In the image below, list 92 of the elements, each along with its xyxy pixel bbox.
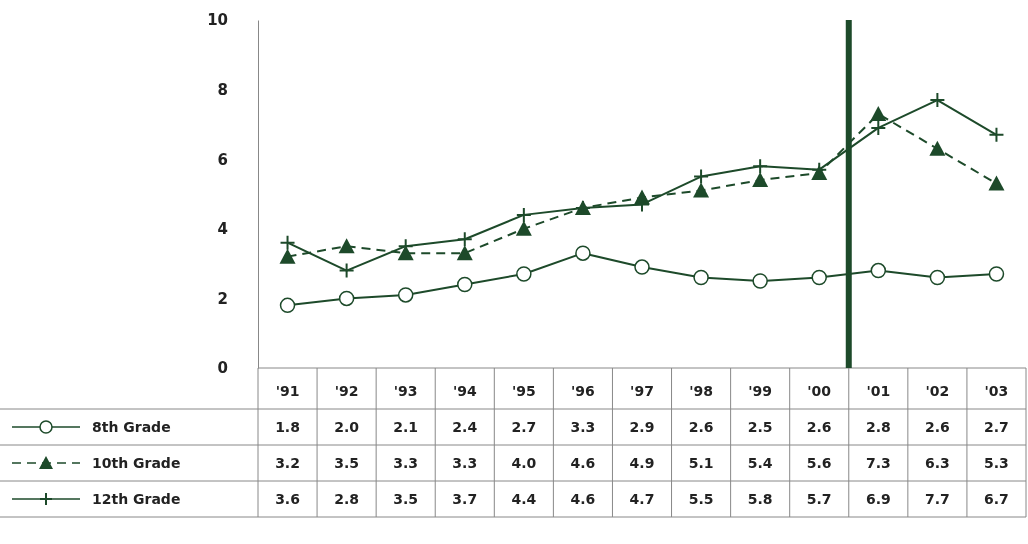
point xyxy=(338,238,355,254)
x-tick-label: '94 xyxy=(452,383,477,399)
data-label: 3.3 xyxy=(393,455,419,471)
point xyxy=(279,248,296,264)
point xyxy=(752,172,769,188)
point xyxy=(515,220,532,236)
data-label: 2.8 xyxy=(334,491,360,507)
data-label: 2.6 xyxy=(688,419,714,435)
data-label: 2.9 xyxy=(629,419,655,435)
point xyxy=(279,234,296,251)
y-tick-label: 4 xyxy=(217,220,228,239)
data-label: 2.7 xyxy=(984,419,1009,435)
point xyxy=(457,276,473,293)
data-label: 2.5 xyxy=(747,419,773,435)
point xyxy=(929,140,946,156)
data-label: 2.7 xyxy=(511,419,537,435)
legend-label: 10th Grade xyxy=(92,455,181,471)
point xyxy=(516,266,532,282)
x-tick-label: '01 xyxy=(866,383,891,399)
point xyxy=(811,269,827,286)
point xyxy=(397,287,414,303)
data-label: 1.8 xyxy=(275,419,300,435)
point xyxy=(693,269,709,286)
legend-label: 8th Grade xyxy=(92,419,171,435)
data-label: 4.0 xyxy=(511,455,537,471)
data-label: 6.9 xyxy=(865,491,891,507)
point xyxy=(929,269,946,286)
legend-label: 12th Grade xyxy=(92,491,181,507)
point xyxy=(693,168,710,185)
data-label: 3.5 xyxy=(393,491,419,507)
y-tick-label: 10 xyxy=(207,11,228,30)
point xyxy=(752,158,769,175)
point xyxy=(338,262,355,279)
data-label: 4.7 xyxy=(629,491,655,507)
x-tick-label: '96 xyxy=(571,383,595,399)
point xyxy=(279,297,296,314)
data-label: 2.4 xyxy=(452,419,478,435)
x-tick-label: '00 xyxy=(807,383,832,399)
x-tick-label: '92 xyxy=(334,383,359,399)
x-tick-label: '95 xyxy=(511,383,536,399)
data-label: 4.4 xyxy=(511,491,537,507)
point xyxy=(870,105,887,121)
data-label: 5.4 xyxy=(747,455,773,471)
data-label: 7.7 xyxy=(924,491,950,507)
y-tick-label: 6 xyxy=(217,150,228,169)
data-label: 3.3 xyxy=(570,419,596,435)
point xyxy=(693,182,710,198)
x-tick-label: '03 xyxy=(984,383,1009,399)
y-tick-label: 8 xyxy=(217,80,228,99)
data-label: 5.1 xyxy=(688,455,714,471)
x-tick-label: '91 xyxy=(275,383,300,399)
data-label: 5.8 xyxy=(747,491,773,507)
point xyxy=(988,175,1005,191)
point xyxy=(575,245,591,261)
data-label: 3.3 xyxy=(452,455,478,471)
data-label: 5.3 xyxy=(984,455,1009,471)
point xyxy=(870,119,887,136)
x-tick-label: '97 xyxy=(630,383,654,399)
data-label: 3.7 xyxy=(452,491,478,507)
data-label: 2.1 xyxy=(393,419,419,435)
data-label: 4.6 xyxy=(570,455,596,471)
data-label: 6.7 xyxy=(984,491,1009,507)
data-label: 6.3 xyxy=(924,455,950,471)
data-label: 3.6 xyxy=(275,491,300,507)
data-label: 3.2 xyxy=(275,455,300,471)
x-tick-label: '98 xyxy=(689,383,713,399)
data-label: 5.5 xyxy=(688,491,714,507)
data-label: 2.6 xyxy=(806,419,832,435)
data-label: 4.9 xyxy=(629,455,655,471)
point xyxy=(929,92,946,109)
data-label: 7.3 xyxy=(865,455,891,471)
x-tick-label: '93 xyxy=(393,383,418,399)
point xyxy=(752,273,768,289)
point xyxy=(988,266,1005,282)
data-label: 2.8 xyxy=(865,419,891,435)
x-tick-label: '02 xyxy=(925,383,950,399)
point xyxy=(634,259,650,275)
point xyxy=(456,245,473,261)
data-label: 4.6 xyxy=(570,491,596,507)
point xyxy=(456,231,473,248)
data-label: 5.6 xyxy=(806,455,832,471)
data-label: 5.7 xyxy=(806,491,832,507)
y-tick-label: 0 xyxy=(217,359,228,378)
x-tick-label: '99 xyxy=(748,383,773,399)
data-label: 3.5 xyxy=(334,455,360,471)
y-tick-label: 2 xyxy=(217,289,228,308)
data-label: 2.0 xyxy=(334,419,360,435)
point xyxy=(515,206,532,223)
point xyxy=(988,126,1005,143)
point xyxy=(870,262,887,279)
point xyxy=(338,290,355,307)
data-label: 2.6 xyxy=(924,419,950,435)
